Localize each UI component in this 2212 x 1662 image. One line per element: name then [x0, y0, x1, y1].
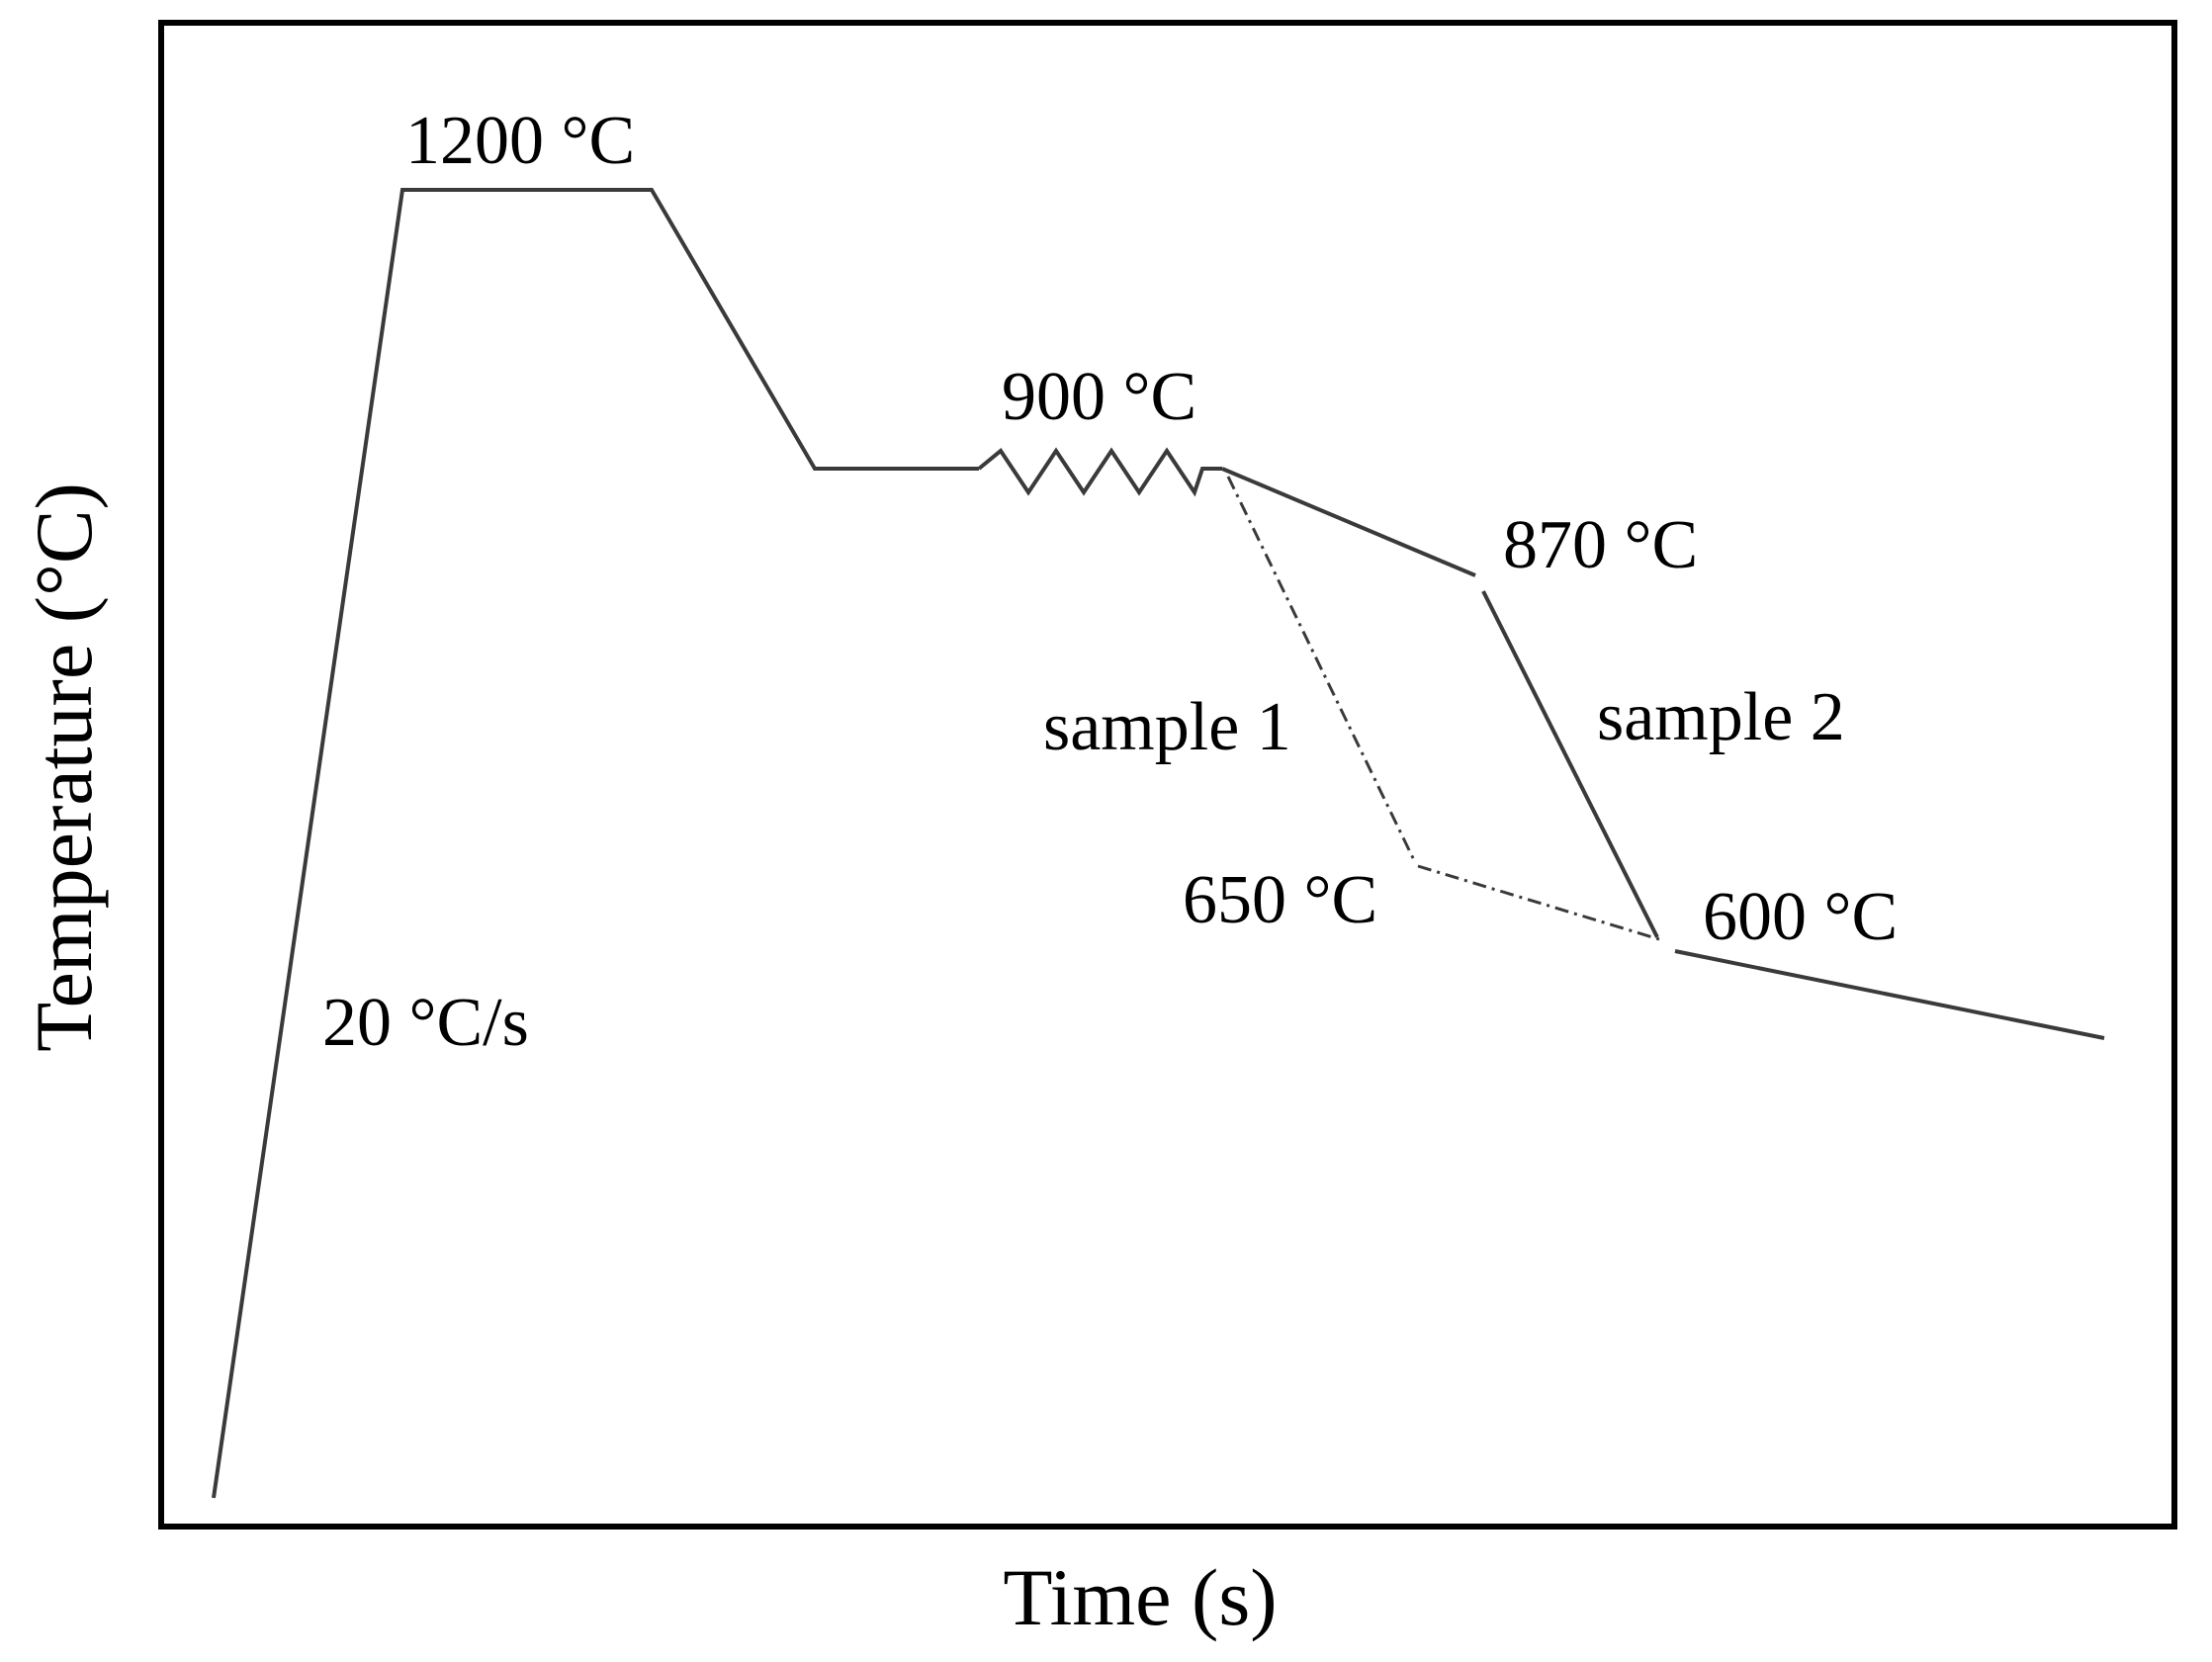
sample-2-start-temperature-label: 870 °C [1503, 507, 1698, 583]
sample-2-slow-cooling-line [1221, 467, 1476, 577]
main-process-curve [212, 188, 979, 1499]
plot-frame [158, 20, 2177, 1530]
heating-rate-label: 20 °C/s [322, 985, 529, 1061]
sample-1-fast-cooling-line [1226, 476, 1416, 861]
sample-2-fast-cooling-line [1481, 590, 1659, 938]
deformation-zigzag [977, 447, 1222, 497]
sample-1-finish-temperature-label: 650 °C [1183, 862, 1377, 938]
sample-1-slow-cooling-line [1417, 864, 1660, 941]
sample-1-label: sample 1 [1043, 689, 1291, 765]
reheat-temperature-label: 1200 °C [405, 103, 635, 179]
deformation-temperature-label: 900 °C [1002, 359, 1196, 435]
x-axis-label: Time (s) [1003, 1552, 1277, 1642]
y-axis-label: Temperature (°C) [19, 482, 109, 1052]
sample-2-label: sample 2 [1597, 679, 1845, 755]
final-cooling-line [1674, 949, 2105, 1040]
sample-2-finish-temperature-label: 600 °C [1703, 879, 1898, 955]
